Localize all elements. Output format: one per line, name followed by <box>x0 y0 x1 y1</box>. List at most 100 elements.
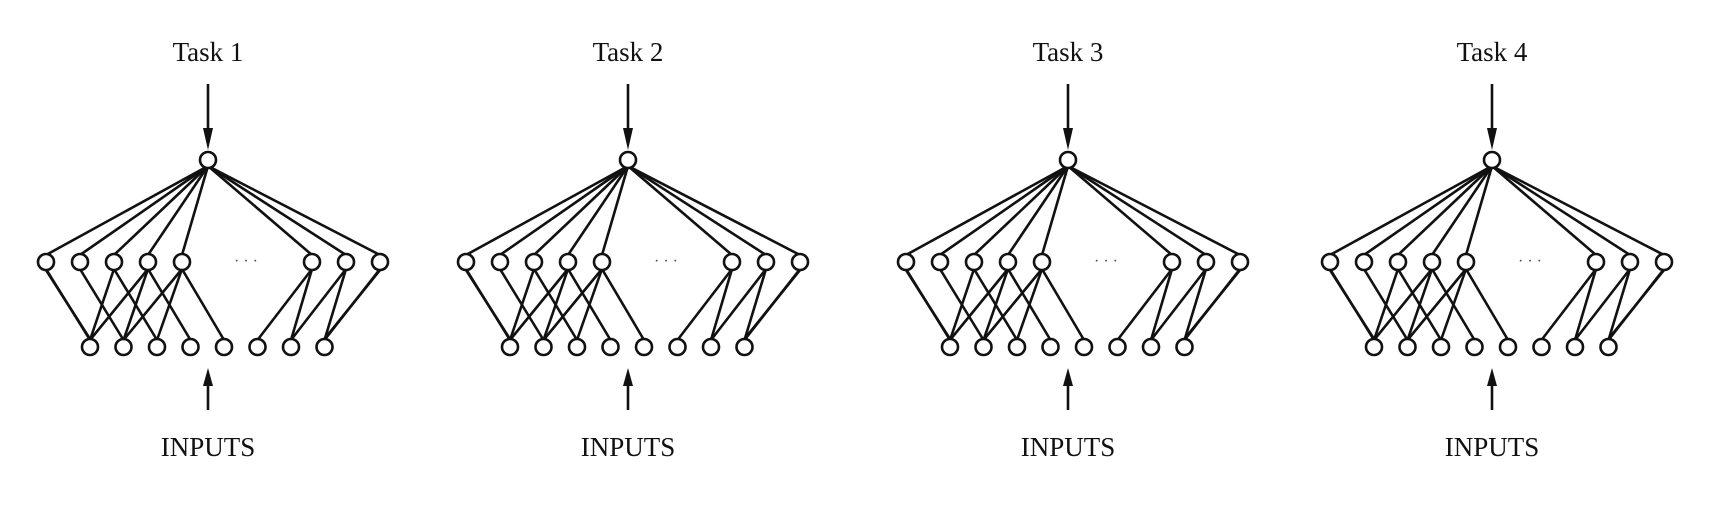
input-arrow-head <box>623 368 633 386</box>
hidden-input-edge <box>289 267 314 342</box>
input-node <box>1074 337 1094 357</box>
hidden-node <box>790 252 810 272</box>
input-node <box>1141 337 1161 357</box>
input-arrow-head <box>203 368 213 386</box>
hidden-node <box>896 252 916 272</box>
hidden-node <box>1032 252 1052 272</box>
hidden-ellipsis: · · · <box>654 253 678 270</box>
output-arrow-head <box>623 128 633 150</box>
output-hidden-edge <box>112 164 210 257</box>
task-label: Task 2 <box>593 37 664 67</box>
hidden-input-edge <box>600 267 646 342</box>
hidden-input-edge <box>155 267 184 342</box>
hidden-input-edge <box>709 267 768 342</box>
hidden-input-edge <box>1406 267 1434 342</box>
hidden-node <box>1422 252 1442 272</box>
input-node <box>1007 337 1027 357</box>
output-hidden-edge <box>904 164 1070 257</box>
output-hidden-edge <box>146 164 210 257</box>
hidden-node <box>1162 252 1182 272</box>
input-node <box>701 337 721 357</box>
output-node <box>1482 150 1502 170</box>
hidden-input-edge <box>1573 267 1598 342</box>
input-node <box>147 337 167 357</box>
hidden-input-edge <box>1183 267 1208 342</box>
input-node <box>735 337 754 357</box>
hidden-ellipsis: · · · <box>1094 253 1118 270</box>
hidden-input-edge <box>982 267 1010 342</box>
output-hidden-edge <box>78 164 210 257</box>
hidden-input-edge <box>323 267 348 342</box>
output-node <box>198 150 218 170</box>
hidden-input-edge <box>508 267 570 342</box>
output-hidden-edge <box>1040 164 1070 257</box>
output-node <box>1058 150 1078 170</box>
hidden-node <box>70 252 90 272</box>
task-label: Task 4 <box>1457 37 1528 67</box>
hidden-input-edge <box>948 267 976 342</box>
output-arrow-head <box>203 128 213 150</box>
task-label: Task 1 <box>173 37 244 67</box>
hidden-node <box>1388 252 1408 272</box>
output-hidden-edge <box>1430 164 1494 257</box>
hidden-node <box>302 252 322 272</box>
hidden-input-edge <box>709 267 734 342</box>
input-node <box>668 337 687 357</box>
input-node <box>1398 337 1417 357</box>
hidden-node <box>1230 252 1250 272</box>
hidden-input-edge <box>1464 267 1510 342</box>
output-hidden-edge <box>1490 164 1666 257</box>
hidden-input-edge <box>88 267 150 342</box>
input-node <box>1498 337 1518 357</box>
inputs-label: INPUTS <box>581 432 676 462</box>
hidden-node <box>1654 252 1674 272</box>
output-arrow-head <box>1063 128 1073 150</box>
hidden-node <box>36 252 56 272</box>
hidden-input-edge <box>1540 267 1598 342</box>
output-hidden-edge <box>1362 164 1494 257</box>
hidden-input-edge <box>948 267 1010 342</box>
hidden-node <box>558 252 578 272</box>
hidden-input-edge <box>1149 267 1208 342</box>
hidden-node <box>1196 252 1216 272</box>
output-hidden-edge <box>626 164 768 257</box>
hidden-input-edge <box>44 268 92 341</box>
hidden-input-edge <box>575 267 604 342</box>
hidden-input-edge <box>542 267 570 342</box>
inputs-label: INPUTS <box>1445 432 1540 462</box>
hidden-input-edge <box>289 267 348 342</box>
output-hidden-edge <box>600 164 630 257</box>
output-hidden-edge <box>626 164 734 257</box>
input-node <box>940 337 960 357</box>
input-node <box>214 337 234 357</box>
hidden-input-edge <box>1116 267 1174 342</box>
hidden-ellipsis: · · · <box>1518 253 1542 270</box>
hidden-node <box>1620 252 1640 272</box>
output-hidden-edge <box>464 164 630 257</box>
input-node <box>1532 337 1551 357</box>
hidden-node <box>104 252 124 272</box>
input-node <box>114 337 133 357</box>
hidden-input-edge <box>904 268 952 341</box>
hidden-input-edge <box>122 267 150 342</box>
network-task-3: Task 3 · · · INPUTS <box>896 37 1250 462</box>
hidden-node <box>370 252 390 272</box>
output-hidden-edge <box>566 164 630 257</box>
hidden-input-edge <box>1183 268 1242 341</box>
hidden-node <box>172 252 192 272</box>
hidden-input-edge <box>1372 267 1434 342</box>
input-node <box>181 337 200 357</box>
hidden-input-edge <box>1040 267 1086 342</box>
hidden-input-edge <box>1573 267 1632 342</box>
hidden-node <box>756 252 776 272</box>
input-node <box>500 337 520 357</box>
hidden-node <box>998 252 1018 272</box>
output-arrow-head <box>1487 128 1497 150</box>
output-hidden-edge <box>206 164 382 257</box>
output-hidden-edge <box>532 164 630 257</box>
hidden-input-edge <box>743 267 768 342</box>
hidden-node <box>490 252 510 272</box>
hidden-input-edge <box>1607 268 1666 341</box>
input-node <box>281 337 301 357</box>
input-node <box>567 337 587 357</box>
